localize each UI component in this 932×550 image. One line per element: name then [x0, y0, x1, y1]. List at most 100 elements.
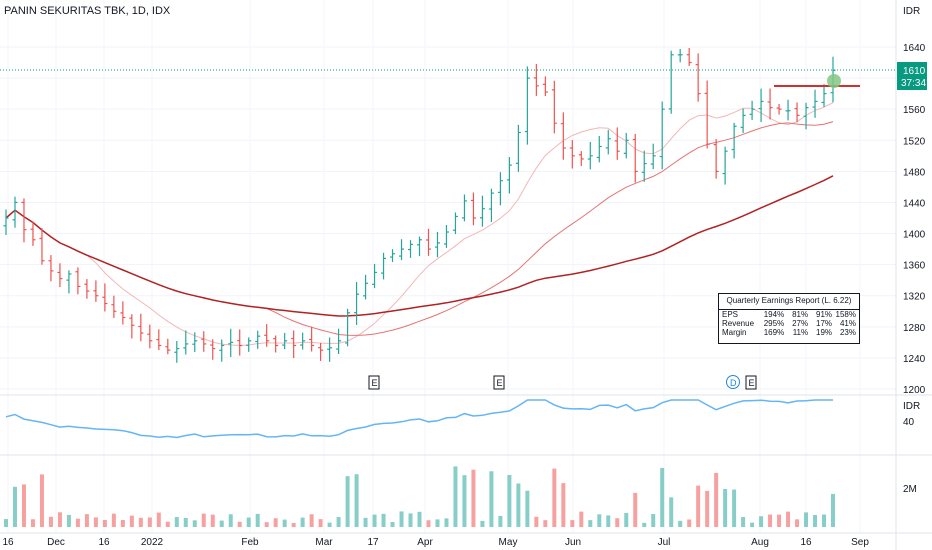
volume-bar [462, 475, 467, 527]
volume-bar [579, 511, 584, 527]
price-tick-label: 1640 [903, 43, 926, 54]
earnings-event-marker[interactable]: E [368, 375, 380, 390]
volume-bar [750, 522, 755, 527]
earnings-cell: 158% [835, 310, 856, 319]
volume-bar [795, 519, 800, 527]
countdown-label: 37:34 [901, 78, 926, 89]
volume-bar [471, 469, 476, 527]
volume-bar [543, 520, 548, 527]
ohlc-bar [228, 328, 234, 357]
moving-average-lines [5, 102, 834, 347]
ohlc-bar [506, 157, 512, 194]
ohlc-bar [686, 48, 692, 66]
dividend-event-marker[interactable]: D [726, 375, 740, 389]
volume-bar [453, 466, 458, 527]
ohlc-bar [156, 329, 162, 351]
ohlc-bar [390, 249, 396, 262]
ohlc-bar [336, 328, 342, 355]
volume-bar [624, 512, 629, 527]
earnings-cell: 27% [792, 319, 809, 328]
ohlc-bar [758, 88, 764, 123]
volume-bar [120, 519, 125, 527]
earnings-cell: 17% [816, 319, 833, 328]
time-axis[interactable]: 16 Dec 16 2022 Feb Mar 17 Apr May Jun Jul Aug 16 Sep [2, 537, 869, 548]
indicator-line [5, 399, 833, 439]
volume-bar [525, 490, 530, 527]
earnings-cell: 11% [792, 328, 809, 337]
ohlc-bar [138, 313, 144, 342]
ohlc-bar [66, 270, 72, 294]
time-tick-label: Feb [241, 537, 259, 548]
ohlc-bar [749, 100, 755, 120]
ohlc-bar [461, 194, 467, 222]
event-label: E [372, 378, 378, 388]
ohlc-bar [219, 339, 225, 362]
earnings-cell: 194% [763, 310, 785, 319]
ohlc-bar [560, 112, 566, 160]
volume-bar [435, 519, 440, 527]
price-tick-label: 1360 [903, 261, 926, 272]
price-axis-currency: IDR [903, 6, 920, 17]
ohlc-bar [425, 228, 431, 256]
volume-bar [237, 521, 242, 527]
volume-bar [426, 520, 431, 527]
volume-bar [210, 514, 215, 527]
ma-long-line [5, 175, 834, 317]
volume-bar [642, 522, 647, 527]
volume-bar [201, 513, 206, 527]
ohlc-bar [102, 283, 108, 312]
earnings-cell: 81% [792, 310, 809, 319]
volume-bar [102, 519, 107, 527]
ohlc-bar [488, 188, 494, 222]
ohlc-bar [174, 340, 180, 363]
earnings-event-marker[interactable]: E [745, 375, 757, 390]
ohlc-bar [443, 224, 449, 248]
volume-bar [768, 514, 773, 527]
earnings-event-marker[interactable]: E [493, 375, 505, 390]
price-tick-label: 1520 [903, 136, 926, 147]
price-tick-label: 1280 [903, 323, 926, 334]
volume-bar [390, 521, 395, 527]
ohlc-bar [641, 150, 647, 182]
earnings-row-label: Margin [722, 328, 747, 337]
event-label: E [497, 378, 503, 388]
volume-bar [570, 520, 575, 527]
volume-bar [273, 518, 278, 527]
volume-bar [291, 522, 296, 527]
earnings-cell: 91% [816, 310, 833, 319]
earnings-cell: 169% [763, 328, 785, 337]
volume-bar [327, 522, 332, 527]
volume-bar [606, 515, 611, 527]
ohlc-bar [129, 314, 135, 339]
event-label: D [730, 378, 737, 388]
volume-bar [480, 520, 485, 527]
volume-bar [75, 518, 80, 527]
volume-bar [534, 516, 539, 527]
ohlc-bar [767, 88, 773, 120]
earnings-report-table: Quarterly Earnings Report (L. 6.22) EPS … [718, 293, 860, 344]
volume-bar [561, 483, 566, 527]
volume-bar [372, 514, 377, 527]
volume-bar [444, 518, 449, 527]
earnings-row-label: EPS [722, 310, 739, 319]
volume-bar [813, 515, 818, 527]
chart-grid [0, 0, 896, 533]
ohlc-bar [587, 141, 593, 170]
price-tick-label: 1440 [903, 198, 926, 209]
volume-bar [516, 483, 521, 527]
ohlc-bar [821, 84, 827, 107]
price-tick-label: 1400 [903, 230, 926, 241]
ohlc-bar [551, 80, 557, 134]
volume-bar [678, 520, 683, 527]
earnings-row-label: Revenue [722, 319, 755, 328]
price-bars [3, 48, 836, 363]
volume-bar [21, 484, 26, 527]
ohlc-bar [120, 301, 126, 325]
indicator-axis-tick: 40 [903, 417, 915, 428]
price-tick-label: 1240 [903, 354, 926, 365]
price-axis[interactable]: 1640160015601520148014401400136013201280… [903, 43, 926, 396]
earnings-cell: 19% [816, 328, 833, 337]
event-label: E [749, 378, 755, 388]
time-tick-label: 16 [2, 537, 14, 548]
